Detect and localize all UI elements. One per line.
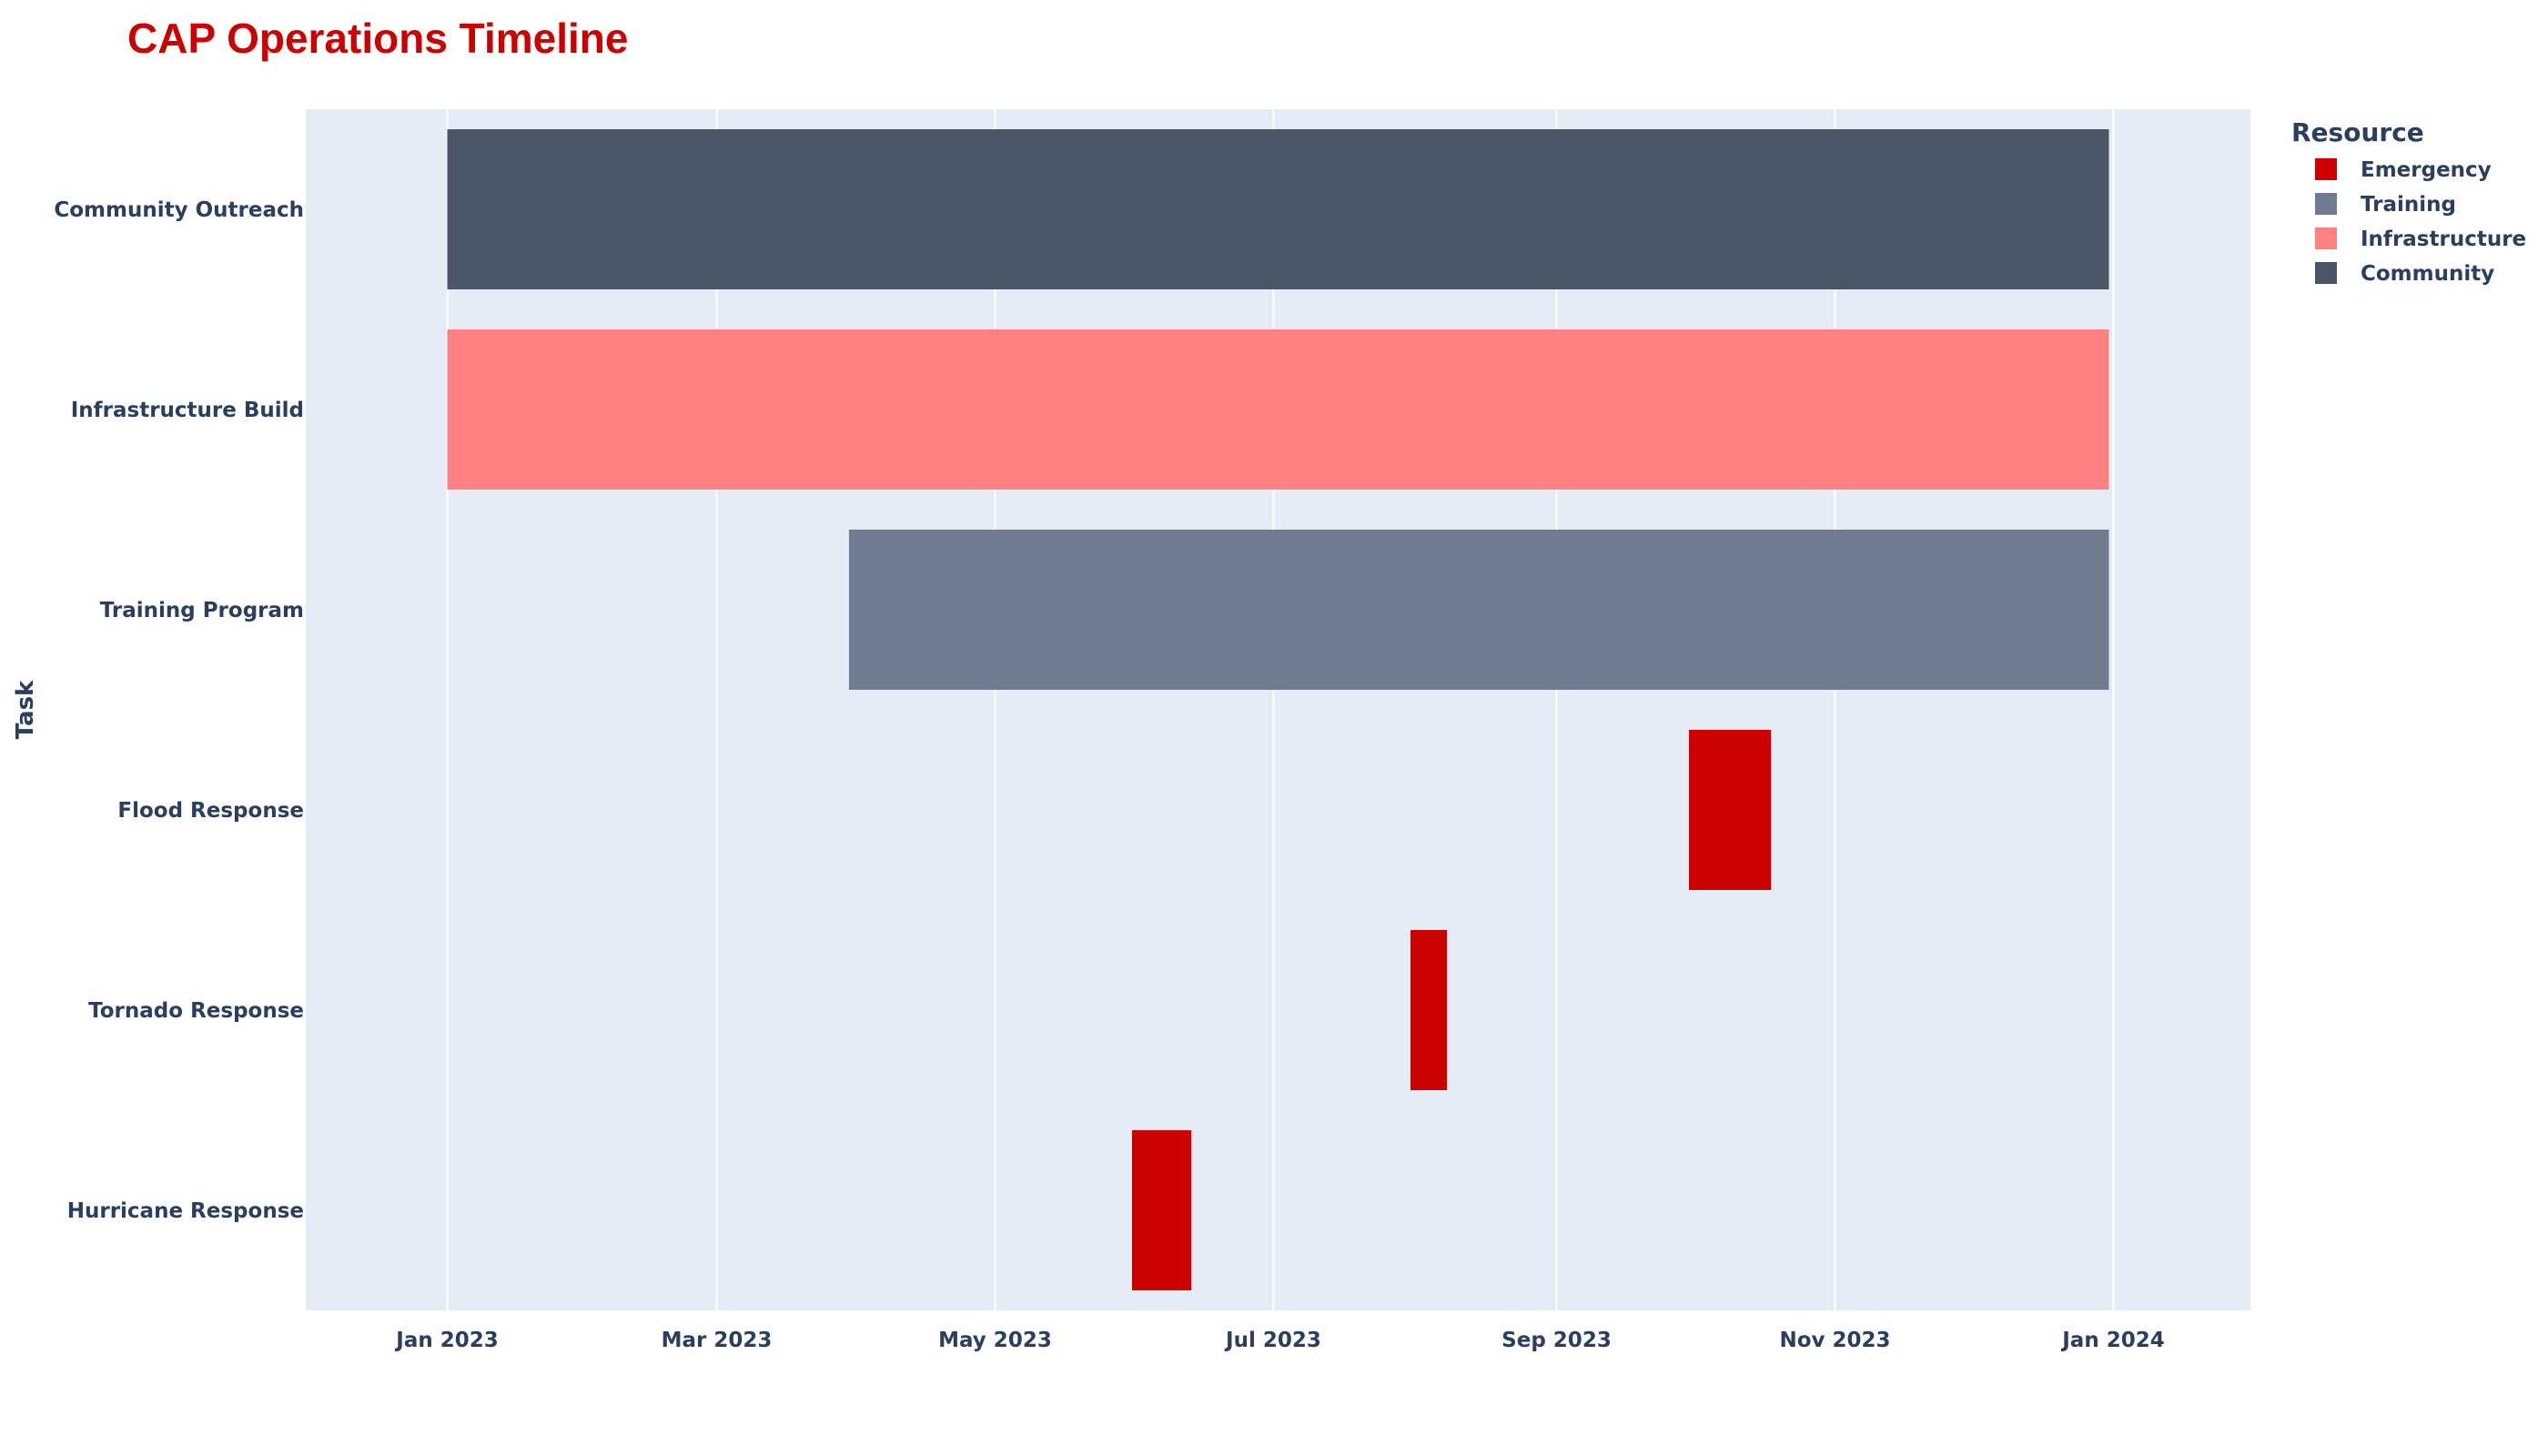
x-tick-label-4: Sep 2023 <box>1502 1329 1612 1352</box>
task-bar-1 <box>447 329 2109 490</box>
grid-lines <box>446 109 2115 1310</box>
task-bar-0 <box>447 129 2109 289</box>
x-tick-label-5: Nov 2023 <box>1779 1329 1890 1352</box>
y-tick-label-1: Infrastructure Build <box>71 399 304 422</box>
task-bar-5 <box>1131 1130 1192 1290</box>
legend-item-1[interactable]: Training <box>2315 193 2456 217</box>
task-bar-3 <box>1688 730 1772 890</box>
legend-item-2[interactable]: Infrastructure <box>2315 228 2526 251</box>
legend-label-1: Training <box>2361 193 2456 217</box>
x-tick-label-3: Jul 2023 <box>1224 1329 1321 1352</box>
task-bar-4 <box>1410 930 1448 1090</box>
legend: Resource Emergency Training Infrastructure… <box>2291 117 2526 286</box>
y-tick-label-2: Training Program <box>100 599 304 622</box>
x-axis-tick-labels: Jan 2023 Mar 2023 May 2023 Jul 2023 Sep 2023… <box>394 1329 2164 1352</box>
legend-label-2: Infrastructure <box>2361 228 2526 251</box>
legend-swatch-0 <box>2315 158 2337 180</box>
x-tick-label-1: Mar 2023 <box>662 1329 773 1352</box>
task-bar-2 <box>848 530 2109 690</box>
plot-area <box>306 109 2250 1310</box>
y-axis-title: Task <box>12 680 39 739</box>
y-tick-label-4: Tornado Response <box>88 999 304 1023</box>
legend-item-3[interactable]: Community <box>2315 262 2494 286</box>
y-tick-label-3: Flood Response <box>117 799 304 823</box>
y-tick-label-0: Community Outreach <box>54 198 304 222</box>
legend-label-0: Emergency <box>2361 158 2492 182</box>
x-tick-label-6: Jan 2024 <box>2060 1329 2164 1352</box>
x-tick-label-0: Jan 2023 <box>394 1329 498 1352</box>
chart-title: CAP Operations Timeline <box>127 15 628 62</box>
x-tick-label-2: May 2023 <box>938 1329 1052 1352</box>
y-tick-label-5: Hurricane Response <box>67 1199 304 1223</box>
task-bars <box>447 129 2109 1290</box>
legend-item-0[interactable]: Emergency <box>2315 158 2492 182</box>
y-axis-tick-labels: Community Outreach Infrastructure Build Tr… <box>54 198 304 1223</box>
legend-swatch-2 <box>2315 228 2337 249</box>
legend-swatch-1 <box>2315 193 2337 215</box>
legend-label-3: Community <box>2361 262 2494 286</box>
legend-swatch-3 <box>2315 262 2337 284</box>
legend-title: Resource <box>2291 117 2424 147</box>
legend-items: Emergency Training Infrastructure Community <box>2315 158 2526 286</box>
